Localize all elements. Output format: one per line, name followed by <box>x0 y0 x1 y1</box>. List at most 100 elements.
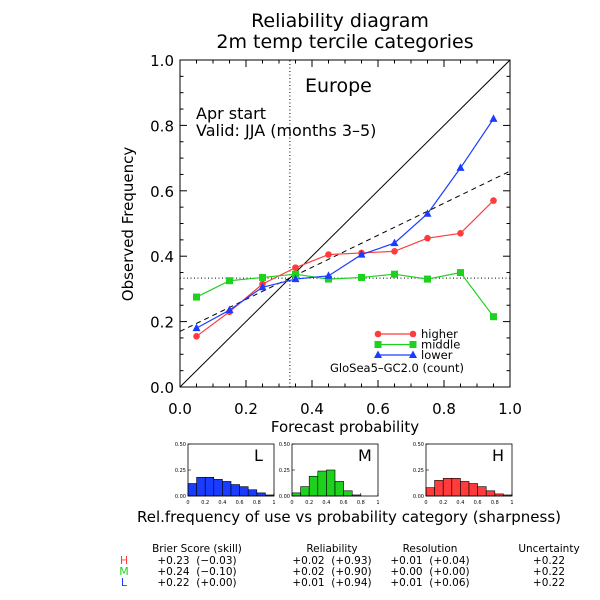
score-table: Brier Score (skill) Reliability Resolution… <box>119 543 579 589</box>
sharpness-x-tick-label: 0.2 <box>201 500 209 506</box>
sharpness-panel-label: M <box>358 446 372 465</box>
sharpness-y-tick-label: 0.25 <box>175 468 186 474</box>
data-point-lower <box>192 323 201 332</box>
sharpness-bar <box>187 483 197 497</box>
sharpness-bar <box>230 484 240 497</box>
sharpness-panel-M: 0.50 0.25 0.000 0.2 0.4 0.6 0.8 1 M <box>279 442 380 506</box>
sharpness-bar <box>326 469 336 497</box>
sharpness-x-tick-label: 0.4 <box>456 500 464 506</box>
sharpness-bar <box>239 486 249 497</box>
score-row-label: M <box>119 565 129 578</box>
x-tick-label: 0.0 <box>168 400 192 418</box>
data-point-middle <box>325 275 332 283</box>
score-cell: +0.22 <box>533 577 565 589</box>
data-point-middle <box>490 313 497 321</box>
sharpness-x-tick-label: 0.2 <box>305 500 313 506</box>
legend-marker-middle <box>374 341 382 348</box>
score-row: M +0.24 (−0.10) +0.02 (+0.90) +0.00 (+0.00)… <box>119 565 565 578</box>
data-point-lower <box>357 250 366 258</box>
axis-ticks: 0.0 0.0 0.2 0.2 0.4 0.4 0.6 0.6 0.8 0.8 1.0 1.0 <box>150 52 522 418</box>
sharpness-x-tick-label: 0.6 <box>340 500 348 506</box>
score-cell: +0.02 (+0.90) <box>292 566 371 578</box>
data-point-higher <box>193 333 200 340</box>
sharpness-y-tick-label: 0.25 <box>413 468 424 474</box>
data-point-middle <box>358 273 365 281</box>
y-tick-label: 0.4 <box>150 248 174 266</box>
data-point-middle <box>424 275 431 283</box>
score-row: L +0.22 (+0.00) +0.01 (+0.94) +0.01 (+0.06)… <box>121 576 565 589</box>
sharpness-y-tick-label: 0.00 <box>175 494 186 500</box>
x-tick-label: 0.2 <box>234 400 258 418</box>
sharpness-bar <box>434 480 444 497</box>
model-label: GloSea5–GC2.0 (count) <box>330 361 464 375</box>
data-point-middle <box>391 270 398 278</box>
data-point-higher <box>490 197 497 204</box>
sharpness-bar <box>343 490 353 497</box>
start-label: Apr start <box>196 104 266 123</box>
score-cell: +0.22 <box>533 566 565 578</box>
sharpness-x-tick-label: 0 <box>186 500 189 506</box>
x-tick-label: 0.4 <box>300 400 324 418</box>
sharpness-x-tick-label: 0.6 <box>474 500 482 506</box>
sharpness-bar <box>451 478 461 497</box>
sharpness-x-tick-label: 1 <box>510 500 513 506</box>
sharpness-panel-label: H <box>492 446 504 465</box>
data-point-higher <box>424 234 431 242</box>
perfect-reliability-line <box>179 59 511 388</box>
legend-marker-higher <box>409 330 417 338</box>
sharpness-panel-label: L <box>254 446 263 465</box>
sharpness-bar <box>196 476 206 497</box>
y-tick-label: 0.2 <box>150 314 174 332</box>
sharpness-bar <box>334 481 344 497</box>
sharpness-y-tick-label: 0.50 <box>279 442 290 448</box>
x-tick-label: 0.8 <box>432 400 456 418</box>
score-cell: +0.23 (−0.03) <box>157 555 236 567</box>
sharpness-y-tick-label: 0.00 <box>279 494 290 500</box>
x-tick-label: 0.6 <box>366 400 390 418</box>
legend-marker-lower <box>374 350 382 358</box>
y-axis-label: Observed Frequency <box>119 147 137 302</box>
data-point-middle <box>259 273 266 281</box>
sharpness-bar <box>468 483 478 497</box>
y-tick-label: 0.0 <box>150 379 174 397</box>
score-cell: +0.01 (+0.04) <box>390 555 469 567</box>
title-line2: 2m temp tercile categories <box>216 31 473 53</box>
data-point-lower <box>390 238 399 247</box>
y-tick-label: 1.0 <box>150 52 174 70</box>
score-cell: +0.01 (+0.06) <box>390 577 469 589</box>
data-series <box>192 114 498 340</box>
data-point-lower <box>423 209 432 217</box>
sharpness-x-tick-label: 0.8 <box>357 500 365 506</box>
data-point-lower <box>258 282 267 291</box>
title-line1: Reliability diagram <box>251 10 429 32</box>
sharpness-x-tick-label: 1 <box>272 500 275 506</box>
score-row: H +0.23 (−0.03) +0.02 (+0.93) +0.01 (+0.04)… <box>120 554 565 567</box>
y-tick-label: 0.8 <box>150 117 174 135</box>
fit-line <box>179 170 511 332</box>
score-column-header: Resolution <box>403 543 458 555</box>
sharpness-bar <box>317 470 327 497</box>
sharpness-x-tick-label: 0.8 <box>491 500 499 506</box>
sharpness-bar <box>256 492 266 497</box>
x-axis-label: Forecast probability <box>271 418 419 436</box>
legend-label-higher: higher <box>421 327 458 341</box>
sharpness-caption: Rel.frequency of use vs probability cate… <box>137 508 561 526</box>
sharpness-panels: 0.500.250.000 0.2 0.4 0.6 0.8 1L0.500.250.000… <box>175 442 514 506</box>
sharpness-bar <box>204 476 215 497</box>
region-label: Europe <box>305 75 372 97</box>
main-plot: 0.0 0.0 0.2 0.2 0.4 0.4 0.6 0.6 0.8 0.8 1.0 1.0 Eur… <box>119 52 522 436</box>
score-row-label: L <box>121 576 128 589</box>
data-point-lower <box>489 114 498 122</box>
sharpness-x-tick-label: 0 <box>424 500 427 506</box>
sharpness-y-tick-label: 0.00 <box>413 494 424 500</box>
sharpness-bar <box>485 490 496 497</box>
score-cell: +0.22 (+0.00) <box>157 577 236 589</box>
sharpness-bar <box>477 486 487 497</box>
sharpness-bar <box>300 486 310 497</box>
score-cell: +0.02 (+0.93) <box>292 555 371 567</box>
sharpness-bar <box>222 481 232 497</box>
y-tick-label: 0.6 <box>150 183 174 201</box>
sharpness-x-tick-label: 0.2 <box>439 500 447 506</box>
sharpness-panel-H: 0.50 0.25 0.000 0.2 0.4 0.6 0.8 1 H <box>413 442 514 506</box>
